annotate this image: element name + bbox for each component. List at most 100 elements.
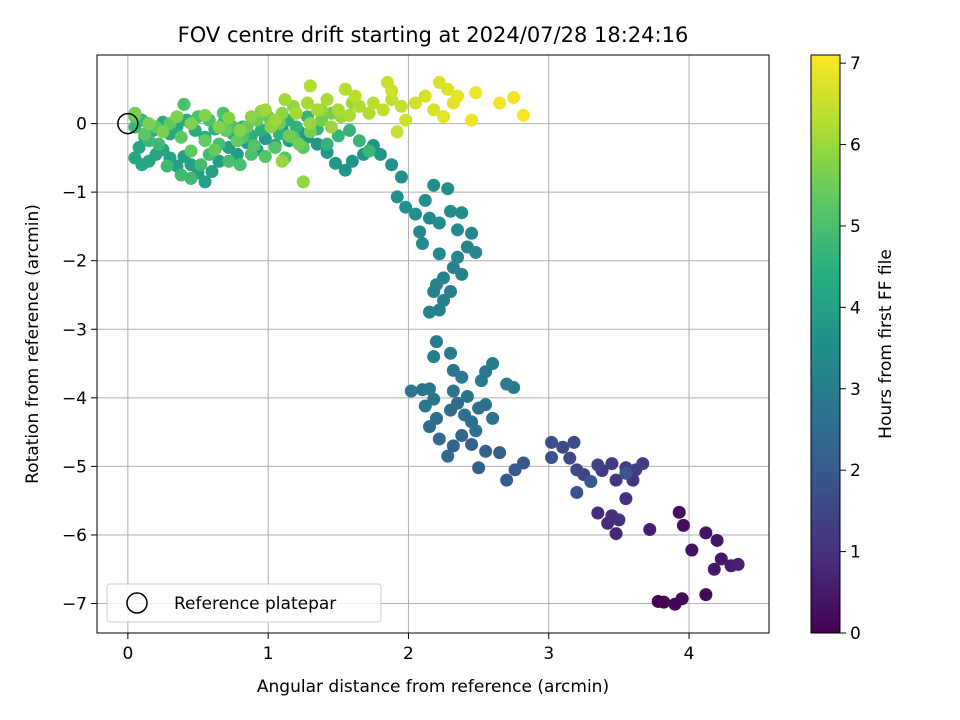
data-point — [605, 457, 619, 471]
colorbar-label: Hours from first FF file — [876, 249, 896, 439]
data-point — [275, 154, 289, 168]
data-point — [707, 562, 721, 576]
data-point — [128, 106, 142, 120]
data-point — [289, 120, 303, 134]
data-point — [444, 285, 458, 299]
data-point — [170, 110, 184, 124]
data-point — [138, 127, 152, 141]
data-point — [222, 154, 236, 168]
data-point — [545, 450, 559, 464]
data-point — [469, 86, 483, 100]
colorbar-gradient — [810, 54, 841, 634]
x-tick-label: 1 — [263, 644, 274, 664]
data-point — [230, 134, 244, 148]
data-point — [570, 485, 584, 499]
reference-marker — [117, 112, 139, 135]
data-point — [427, 350, 441, 364]
data-point — [432, 216, 446, 230]
data-point — [714, 552, 728, 566]
y-tick-label: −6 — [62, 526, 87, 546]
data-point — [198, 175, 212, 189]
data-point — [493, 446, 507, 460]
data-point — [455, 370, 469, 384]
legend-marker — [126, 592, 148, 614]
data-point — [345, 154, 359, 168]
data-point — [676, 518, 690, 532]
data-point — [710, 533, 724, 547]
data-point — [516, 108, 530, 122]
data-point — [418, 89, 432, 103]
data-point — [177, 97, 191, 111]
data-point — [152, 137, 166, 151]
data-point — [657, 595, 671, 609]
colorbar-tick-label: 7 — [850, 54, 861, 74]
data-point — [184, 144, 198, 158]
data-point — [685, 543, 699, 557]
data-point — [362, 106, 376, 120]
data-point — [254, 123, 268, 137]
data-point — [584, 474, 598, 488]
data-point — [675, 592, 689, 606]
y-tick-label: −1 — [62, 183, 87, 203]
data-point — [469, 424, 483, 438]
data-point — [444, 346, 458, 360]
y-tick-label: −5 — [62, 457, 87, 477]
data-point — [352, 99, 366, 113]
colorbar-tick-label: 2 — [850, 461, 861, 481]
data-point — [310, 137, 324, 151]
data-point — [212, 120, 226, 134]
data-point — [324, 120, 338, 134]
data-point — [314, 113, 328, 127]
data-point — [244, 110, 258, 124]
data-point — [672, 505, 686, 519]
data-point — [328, 156, 342, 170]
data-point — [432, 432, 446, 446]
data-point — [198, 134, 212, 148]
data-point — [422, 382, 436, 396]
colorbar-tick-label: 6 — [850, 136, 861, 156]
data-point — [292, 137, 306, 151]
data-point — [432, 247, 446, 261]
data-point — [184, 117, 198, 131]
colorbar-tick-label: 0 — [850, 624, 861, 644]
data-point — [446, 384, 460, 398]
data-point — [320, 93, 334, 107]
data-point — [486, 357, 500, 371]
data-point — [455, 267, 469, 281]
data-point — [500, 473, 514, 487]
data-point — [699, 526, 713, 540]
data-point — [399, 113, 413, 127]
data-point — [455, 206, 469, 220]
data-point — [331, 103, 345, 117]
data-point — [441, 182, 455, 196]
chart-title: FOV centre drift starting at 2024/07/28 … — [178, 23, 689, 47]
data-point — [142, 117, 156, 131]
data-point — [472, 461, 486, 475]
data-point — [362, 144, 376, 158]
data-point — [343, 123, 357, 137]
data-point — [643, 522, 657, 536]
data-point — [465, 226, 479, 240]
data-point — [194, 158, 208, 172]
data-point — [156, 125, 170, 139]
colorbar-tick-label: 3 — [850, 380, 861, 400]
data-point — [612, 513, 626, 527]
data-point — [609, 473, 623, 487]
data-point — [212, 154, 226, 168]
data-point — [455, 429, 469, 443]
data-point — [222, 111, 236, 125]
data-point — [373, 147, 387, 161]
x-tick-label: 4 — [684, 644, 695, 664]
data-point — [348, 89, 362, 103]
data-point — [310, 103, 324, 117]
data-point — [385, 84, 399, 98]
data-point — [609, 527, 623, 541]
data-point — [427, 103, 441, 117]
data-point — [418, 399, 432, 413]
data-point — [128, 151, 142, 165]
data-point — [208, 143, 222, 157]
data-point — [413, 225, 427, 239]
data-point — [376, 103, 390, 117]
data-point — [493, 96, 507, 110]
